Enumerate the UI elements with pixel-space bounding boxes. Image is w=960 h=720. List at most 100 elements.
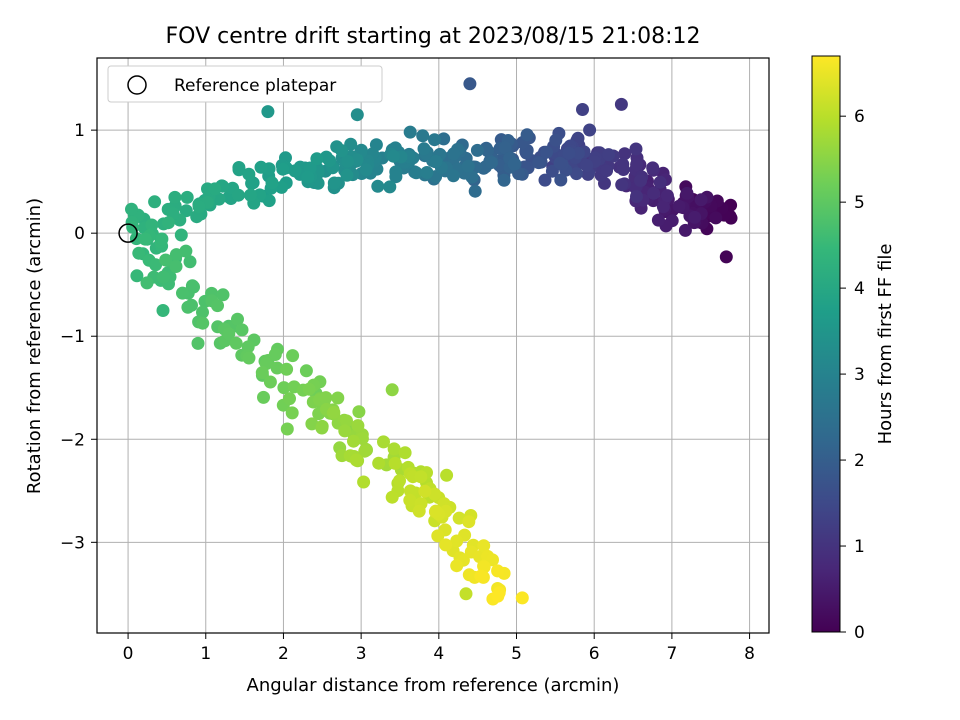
- data-point: [554, 173, 568, 187]
- data-point: [155, 232, 169, 246]
- data-point: [646, 161, 660, 175]
- x-tick-label: 6: [589, 644, 600, 664]
- data-point: [181, 300, 195, 314]
- chart-title: FOV centre drift starting at 2023/08/15 …: [166, 24, 701, 49]
- data-point: [600, 164, 613, 178]
- data-point: [140, 276, 154, 290]
- data-point: [222, 327, 236, 341]
- data-point: [477, 539, 491, 553]
- data-point: [315, 421, 329, 435]
- data-point: [450, 559, 464, 573]
- data-point: [335, 144, 349, 158]
- y-tick-label: −3: [60, 533, 85, 553]
- data-point: [242, 167, 256, 181]
- data-point: [719, 250, 733, 264]
- data-point: [616, 163, 630, 176]
- data-point: [338, 424, 352, 438]
- data-point: [286, 349, 300, 363]
- x-tick-label: 0: [123, 644, 134, 664]
- data-point: [301, 170, 315, 184]
- scatter-points: [125, 77, 738, 606]
- data-point: [285, 406, 299, 420]
- colorbar-ticks: 0 1 2 3 4 5 6: [840, 107, 865, 643]
- data-point: [602, 148, 616, 162]
- data-point: [428, 133, 441, 147]
- colorbar-gradient: [811, 55, 841, 633]
- data-point: [709, 211, 723, 225]
- data-point: [257, 390, 270, 404]
- data-point: [357, 475, 371, 489]
- data-point: [688, 210, 702, 224]
- data-point: [149, 258, 163, 272]
- data-point: [254, 160, 268, 174]
- x-tick-label: 2: [278, 644, 289, 664]
- data-point: [174, 228, 188, 242]
- data-point: [507, 157, 521, 171]
- data-point: [562, 146, 576, 160]
- data-point: [498, 141, 512, 155]
- plot-frame: [96, 57, 770, 634]
- data-point: [130, 269, 144, 283]
- data-point: [302, 382, 316, 396]
- data-point: [389, 170, 403, 184]
- data-point: [340, 168, 354, 182]
- data-point: [229, 336, 243, 350]
- data-point: [414, 470, 428, 484]
- data-point: [431, 529, 445, 543]
- data-point: [319, 391, 333, 405]
- data-point: [398, 446, 412, 460]
- data-point: [470, 143, 484, 157]
- colorbar-label: Hours from first FF file: [875, 244, 896, 445]
- data-point: [350, 108, 364, 122]
- plot-area: 0 1 2 3 4 5 6 7 8 −3 −2 −1 0 1: [60, 57, 770, 664]
- data-point: [169, 260, 183, 273]
- data-point: [520, 128, 534, 142]
- y-axis-ticks: −3 −2 −1 0 1: [60, 121, 97, 553]
- data-point: [169, 248, 183, 262]
- data-point: [168, 190, 182, 204]
- data-point: [634, 174, 647, 187]
- data-point: [191, 336, 205, 350]
- data-point: [428, 487, 442, 501]
- x-tick-label: 5: [511, 644, 522, 664]
- data-point: [340, 414, 353, 428]
- data-point: [235, 323, 249, 337]
- data-point: [387, 442, 401, 456]
- data-point: [341, 154, 355, 168]
- data-point: [270, 361, 284, 375]
- data-point: [232, 161, 246, 174]
- data-point: [485, 156, 498, 169]
- data-point: [403, 484, 417, 498]
- data-point: [347, 434, 360, 448]
- data-point: [211, 299, 224, 313]
- data-point: [372, 456, 386, 470]
- data-point: [462, 515, 476, 529]
- data-point: [660, 189, 674, 203]
- y-tick-label: 1: [74, 121, 85, 141]
- data-point: [416, 129, 430, 143]
- data-point: [277, 381, 291, 395]
- data-point: [125, 202, 138, 216]
- data-point: [231, 312, 244, 326]
- data-point: [653, 175, 667, 189]
- data-point: [196, 316, 210, 330]
- data-point: [417, 142, 431, 156]
- data-point: [255, 366, 269, 380]
- data-point: [358, 444, 372, 458]
- data-point: [694, 193, 708, 207]
- data-point: [310, 152, 324, 166]
- data-point: [474, 569, 488, 583]
- data-point: [420, 166, 434, 179]
- data-point: [393, 474, 406, 488]
- data-point: [180, 190, 194, 204]
- data-point: [532, 156, 546, 170]
- data-point: [261, 105, 275, 119]
- y-tick-label: 0: [74, 224, 85, 244]
- data-point: [629, 142, 643, 156]
- x-tick-label: 8: [744, 644, 755, 664]
- y-tick-label: −2: [60, 430, 85, 450]
- data-point: [385, 490, 399, 504]
- data-point: [349, 453, 363, 467]
- colorbar-tick-label: 1: [854, 537, 865, 557]
- data-point: [385, 383, 399, 397]
